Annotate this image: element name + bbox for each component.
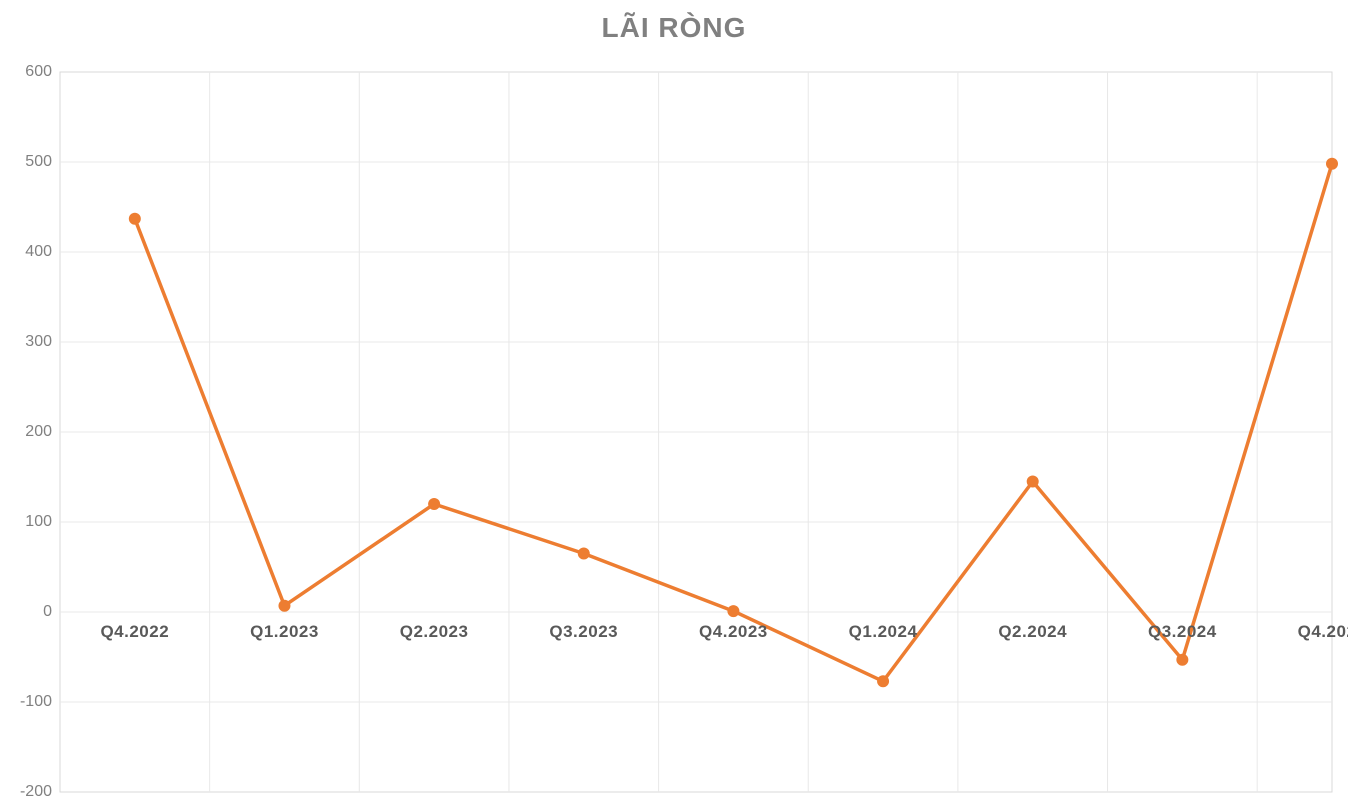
data-point [727,605,739,617]
y-tick-label: -100 [2,693,52,711]
y-tick-label: 0 [2,603,52,621]
x-tick-label: Q2.2023 [400,622,469,642]
data-point [278,600,290,612]
chart-container: LÃI RÒNG -200 -100 0 100 200 300 400 500 600 Q4.2… [0,0,1348,808]
x-tick-label: Q1.2024 [849,622,918,642]
y-tick-label: 600 [2,63,52,81]
x-tick-label: Q4.2024 [1298,622,1348,642]
data-point [428,498,440,510]
y-tick-label: 100 [2,513,52,531]
data-point [1176,654,1188,666]
data-point [1326,158,1338,170]
x-tick-label: Q4.2023 [699,622,768,642]
line-series [135,164,1332,682]
x-tick-label: Q3.2023 [549,622,618,642]
y-tick-label: 500 [2,153,52,171]
data-point [877,675,889,687]
data-point [1027,476,1039,488]
chart-title: LÃI RÒNG [0,12,1348,44]
y-tick-label: 400 [2,243,52,261]
x-tick-label: Q4.2022 [100,622,169,642]
x-tick-label: Q3.2024 [1148,622,1217,642]
y-tick-label: 300 [2,333,52,351]
plot-area: -200 -100 0 100 200 300 400 500 600 Q4.2022 Q1.202… [0,60,1348,808]
data-point [129,213,141,225]
x-tick-label: Q1.2023 [250,622,319,642]
x-tick-label: Q2.2024 [998,622,1067,642]
data-point [578,548,590,560]
y-tick-label: 200 [2,423,52,441]
y-tick-label: -200 [2,783,52,801]
